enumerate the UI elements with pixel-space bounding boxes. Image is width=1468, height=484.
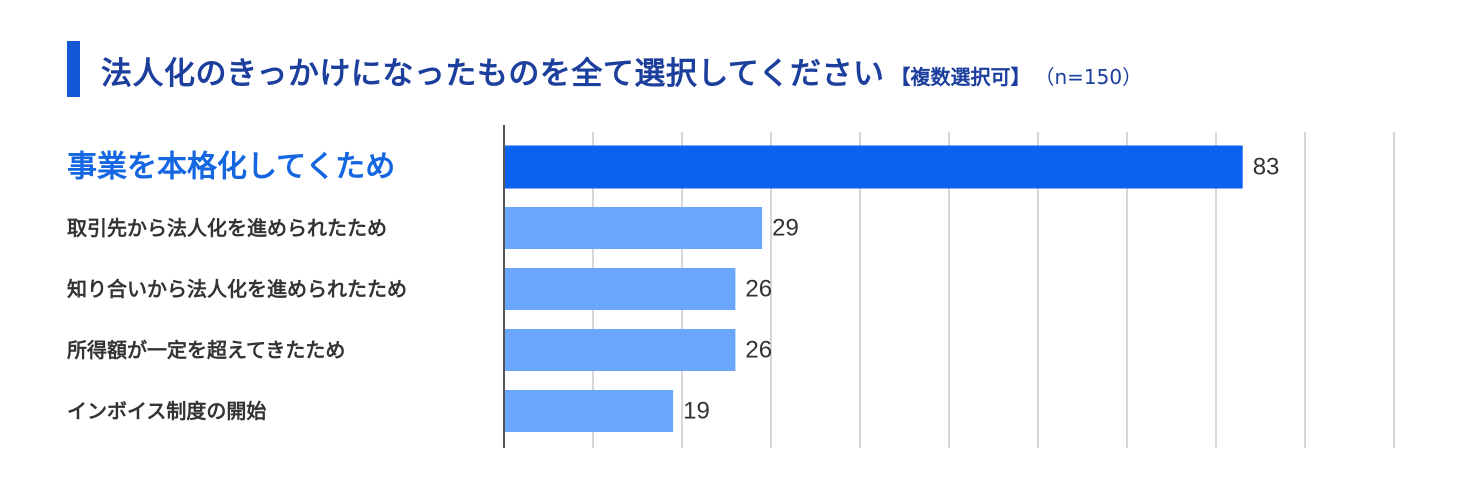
category-label: 知り合いから法人化を進められたため [67,277,407,301]
chart-title-tag: 【複数選択可】 [890,65,1031,89]
category-label: 事業を本格化してくため [67,150,395,185]
category-label: 所得額が一定を超えてきたため [67,338,345,362]
category-label: 取引先から法人化を進められたため [67,216,387,240]
data-label: 26 [745,276,772,303]
data-label: 29 [772,215,799,242]
data-label: 26 [745,337,772,364]
bar [504,390,674,432]
chart-sample-size: （n=150） [1044,65,1143,89]
bar [504,268,736,310]
data-label: 19 [683,398,710,425]
category-label: インボイス制度の開始 [67,399,266,423]
bar [504,145,1243,189]
chart-title-main: 法人化のきっかけになったものを全て選択してください [101,56,885,92]
bar [504,329,736,371]
chart-title: 法人化のきっかけになったものを全て選択してください 【複数選択可】 （n=150） [101,48,1142,93]
title-accent-bar [67,41,80,97]
data-label: 83 [1253,154,1280,181]
bar [504,207,763,249]
